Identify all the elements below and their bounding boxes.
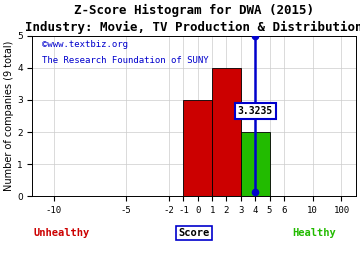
Title: Z-Score Histogram for DWA (2015)
Industry: Movie, TV Production & Distribution: Z-Score Histogram for DWA (2015) Industr…: [25, 4, 360, 34]
Y-axis label: Number of companies (9 total): Number of companies (9 total): [4, 41, 14, 191]
Bar: [183, 100, 212, 196]
Text: The Research Foundation of SUNY: The Research Foundation of SUNY: [42, 56, 209, 65]
Text: Score: Score: [179, 228, 210, 238]
Bar: [212, 68, 241, 196]
Text: 3.3235: 3.3235: [238, 106, 273, 116]
Text: Healthy: Healthy: [292, 228, 336, 238]
Text: Unhealthy: Unhealthy: [33, 228, 90, 238]
Bar: [241, 132, 270, 196]
Text: ©www.textbiz.org: ©www.textbiz.org: [42, 40, 128, 49]
